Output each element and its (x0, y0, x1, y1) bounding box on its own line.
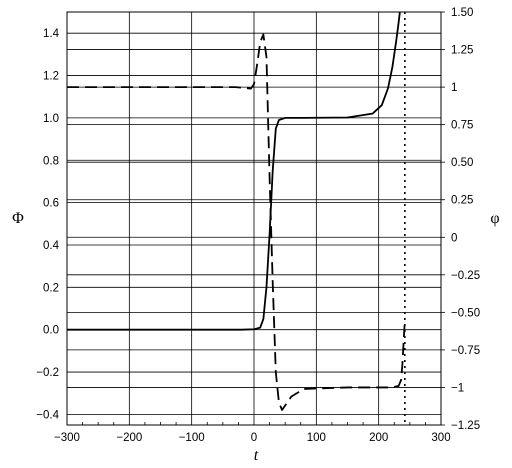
y-left-tick-label: 1.2 (43, 71, 59, 83)
y-right-tick-label: 1 (451, 82, 457, 94)
y-right-tick-label: −0.25 (451, 270, 480, 282)
series-layer (67, 12, 406, 425)
x-tick-label: −300 (54, 432, 80, 444)
x-tick-label: 300 (431, 432, 450, 444)
y-axis-label-right: φ (490, 210, 499, 227)
y-left-tick-label: 1.4 (43, 28, 60, 40)
y-right-tick-label: −0.50 (451, 307, 480, 319)
x-tick-label: 0 (251, 432, 257, 444)
tick-labels: −300 −200 −100 0 100 200 300 −0.4 −0.2 0.0 0.2 0.4 0… (36, 7, 480, 444)
y-left-tick-label: −0.2 (36, 367, 59, 379)
y-left-tick-label: 0.2 (43, 282, 59, 294)
y-left-tick-label: 1.0 (43, 113, 59, 125)
y-right-tick-label: 0 (451, 232, 457, 244)
y-right-tick-label: 0.25 (451, 195, 473, 207)
y-right-tick-label: −1 (451, 382, 464, 394)
y-left-tick-label: 0.6 (43, 198, 59, 210)
x-axis-label: t (254, 447, 259, 464)
x-tick-label: −100 (179, 432, 205, 444)
y-left-tick-label: 0.4 (43, 240, 60, 252)
y-left-tick-label: −0.4 (36, 409, 59, 421)
grid (66, 11, 442, 426)
y-right-tick-label: −0.75 (451, 345, 480, 357)
y-right-tick-label: 0.75 (451, 120, 473, 132)
x-tick-label: 200 (369, 432, 388, 444)
x-tick-label: 100 (307, 432, 326, 444)
series-line-phi-right (67, 33, 406, 411)
y-left-tick-label: 0.0 (43, 325, 59, 337)
x-tick-label: −200 (116, 432, 142, 444)
series-line-Phi-left (67, 12, 401, 331)
tick-marks (82, 11, 445, 426)
y-right-tick-label: 1.25 (451, 45, 473, 57)
y-right-tick-label: 1.50 (451, 7, 473, 19)
y-axis-label-left: Φ (12, 210, 24, 227)
y-right-tick-label: −1.25 (451, 420, 480, 432)
plot-frame (66, 11, 442, 426)
y-right-tick-label: 0.50 (451, 157, 473, 169)
y-left-tick-label: 0.8 (43, 155, 59, 167)
